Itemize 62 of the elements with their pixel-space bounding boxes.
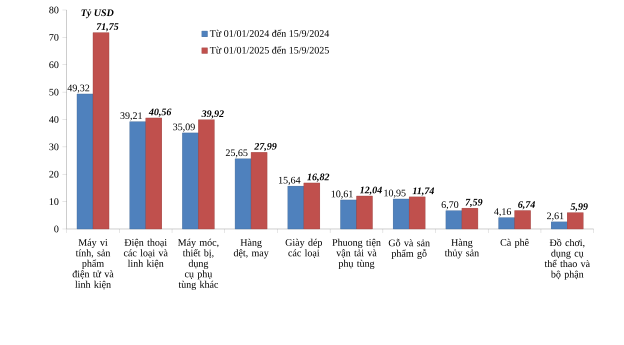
- data-label: 6,70: [442, 201, 458, 210]
- data-label: 4,16: [494, 208, 512, 216]
- data-label: 39,21: [120, 112, 142, 120]
- bar: [498, 217, 515, 230]
- bar: [408, 196, 426, 230]
- x-tick-label: Giày dép các loại: [286, 238, 322, 258]
- bar: [288, 186, 304, 230]
- bar: [340, 200, 357, 230]
- data-label: 6,74: [518, 201, 535, 210]
- bar: [182, 132, 199, 230]
- y-tick-label: 30: [49, 143, 58, 150]
- bar: [356, 196, 373, 230]
- bar: [567, 212, 584, 230]
- data-label: 12,04: [360, 186, 382, 195]
- bar: [250, 152, 268, 230]
- data-label: 11,74: [412, 188, 434, 196]
- data-label: 35,09: [173, 124, 195, 132]
- data-label: 15,64: [278, 176, 300, 185]
- bar: [392, 198, 410, 230]
- x-tick-label: Điện thoại các loại và linh kiện: [124, 238, 168, 268]
- data-label: 39,92: [202, 110, 224, 119]
- bar: [551, 222, 568, 230]
- data-label: 10,95: [384, 190, 406, 198]
- data-label: 7,59: [466, 198, 482, 208]
- x-tick-label: Phuong tiện vận tải và phụ tùng: [332, 238, 381, 269]
- y-tick-label: 80: [49, 6, 58, 14]
- bar: [462, 208, 478, 230]
- data-label: 27,99: [254, 143, 277, 152]
- x-tick-label: Hàng thủy sản: [444, 238, 479, 258]
- data-label: 25,65: [226, 149, 248, 158]
- y-tick-label: 40: [49, 116, 58, 123]
- bar: [514, 210, 531, 230]
- y-tick-label: 50: [49, 88, 58, 96]
- bar: [76, 94, 94, 230]
- bar: [198, 120, 215, 230]
- x-tick-label: Máy móc, thiết bị, dụng cụ phụ tùng khác: [178, 238, 218, 290]
- x-tick-label: Hàng dệt, may: [234, 238, 269, 258]
- data-label: 40,56: [148, 108, 172, 117]
- y-tick-label: 60: [49, 61, 58, 68]
- bar: [446, 210, 462, 230]
- bar: [92, 32, 110, 230]
- x-tick-label: Cà phê: [500, 238, 529, 248]
- y-tick-label: 10: [50, 198, 58, 205]
- y-axis-title: Tỷ USD: [81, 9, 114, 18]
- data-label: 5,99: [570, 203, 588, 212]
- x-tick-label: Máy vi tính, sản phẩm điện tử và linh kiện: [72, 238, 114, 290]
- data-label: 71,75: [96, 23, 118, 32]
- y-tick-label: 20: [49, 170, 58, 178]
- bar: [234, 158, 252, 230]
- data-label: 10,61: [332, 190, 353, 199]
- legend-label: Từ 01/01/2025 đến 15/9/2025: [210, 46, 329, 54]
- data-label: 16,82: [307, 174, 330, 182]
- bar: [130, 121, 146, 230]
- bar: [146, 118, 162, 230]
- y-tick-label: 70: [50, 34, 58, 41]
- bar: [304, 182, 320, 230]
- x-tick-label: Đồ chơi, dụng cụ thể thao và bộ phận: [544, 238, 590, 280]
- data-label: 2,61: [547, 212, 564, 221]
- x-tick-label: Gỗ và sản phẩm gỗ: [388, 238, 430, 259]
- data-label: 49,32: [67, 84, 90, 93]
- legend-label: Từ 01/01/2024 đến 15/9/2024: [210, 30, 330, 37]
- y-tick-label: 0: [54, 226, 58, 232]
